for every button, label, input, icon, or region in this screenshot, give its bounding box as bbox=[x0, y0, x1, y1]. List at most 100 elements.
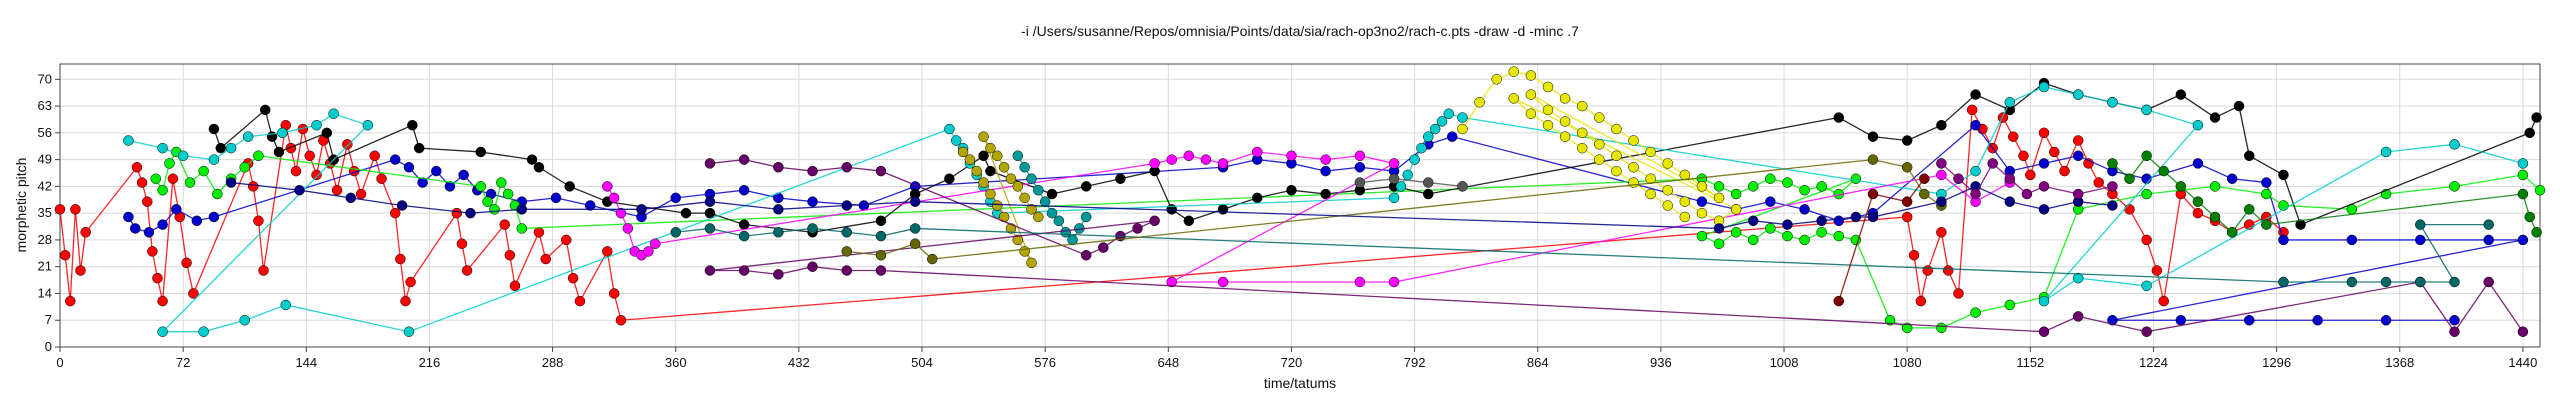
data-point bbox=[1542, 119, 1554, 131]
data-point bbox=[1446, 131, 1458, 142]
data-point bbox=[1730, 204, 1742, 215]
data-point bbox=[1782, 219, 1793, 230]
data-point bbox=[971, 165, 982, 177]
data-point bbox=[2107, 200, 2118, 211]
x-tick-label: 720 bbox=[1281, 355, 1303, 370]
data-point bbox=[2517, 169, 2529, 181]
data-point bbox=[70, 204, 81, 215]
data-point bbox=[400, 295, 411, 307]
series-line-segment bbox=[607, 201, 687, 214]
data-point bbox=[1867, 131, 1879, 142]
data-point bbox=[2243, 314, 2255, 326]
series-line-segment bbox=[1257, 151, 1292, 157]
data-point bbox=[1508, 93, 1520, 104]
data-point bbox=[1645, 188, 1656, 200]
data-point bbox=[2141, 280, 2152, 292]
data-point bbox=[1936, 196, 1947, 207]
data-point bbox=[2141, 188, 2152, 200]
data-point bbox=[1816, 227, 1827, 238]
series-line-segment bbox=[128, 139, 163, 149]
data-point bbox=[1901, 135, 1913, 146]
data-point bbox=[258, 265, 269, 276]
data-point bbox=[248, 181, 259, 192]
data-point bbox=[1423, 131, 1434, 142]
data-point bbox=[389, 207, 401, 219]
data-point bbox=[1679, 211, 1691, 223]
data-point bbox=[1436, 116, 1448, 127]
data-point bbox=[171, 204, 182, 215]
data-point bbox=[2449, 276, 2460, 288]
series-line-segment bbox=[1452, 136, 1703, 203]
series-line-segment bbox=[1513, 97, 1737, 210]
series-line-segment bbox=[258, 155, 481, 188]
data-point bbox=[1782, 177, 1793, 188]
data-point bbox=[198, 326, 209, 337]
series-line-segment bbox=[778, 204, 847, 210]
series-line-segment bbox=[2009, 162, 2045, 172]
series-line-segment bbox=[59, 209, 66, 256]
data-point bbox=[2483, 234, 2494, 246]
data-point bbox=[2449, 314, 2460, 326]
x-tick-label: 1224 bbox=[2139, 355, 2168, 370]
data-point bbox=[1457, 112, 1468, 123]
data-point bbox=[1799, 204, 1810, 215]
series-group bbox=[54, 66, 2546, 337]
series-line-segment bbox=[2238, 105, 2250, 156]
data-point bbox=[2531, 112, 2542, 123]
data-point bbox=[636, 204, 647, 215]
data-point bbox=[2278, 169, 2289, 181]
data-point bbox=[1679, 196, 1691, 207]
data-point bbox=[342, 139, 353, 150]
data-point bbox=[680, 207, 692, 219]
series-line-segment bbox=[982, 136, 1033, 264]
data-point bbox=[456, 238, 468, 249]
data-point bbox=[1012, 234, 1024, 246]
data-point bbox=[2261, 177, 2272, 188]
y-tick-label: 70 bbox=[38, 71, 52, 86]
data-point bbox=[2141, 326, 2152, 337]
data-point bbox=[2483, 276, 2494, 288]
data-point bbox=[1423, 188, 1434, 200]
data-point bbox=[259, 104, 271, 116]
series-5 bbox=[602, 146, 2016, 288]
data-point bbox=[141, 196, 153, 207]
series-line-segment bbox=[846, 250, 882, 256]
data-point bbox=[1936, 227, 1947, 238]
series-line-segment bbox=[394, 213, 402, 260]
x-tick-label: 1080 bbox=[1893, 355, 1922, 370]
data-point bbox=[188, 288, 199, 299]
series-line-segment bbox=[778, 227, 813, 233]
series-line-segment bbox=[1927, 232, 1942, 271]
data-point bbox=[1423, 177, 1434, 188]
data-point bbox=[841, 200, 853, 211]
series-line-segment bbox=[85, 166, 138, 233]
data-point bbox=[1747, 181, 1759, 192]
data-point bbox=[1922, 265, 1933, 276]
data-point bbox=[225, 177, 237, 188]
data-point bbox=[540, 253, 551, 265]
data-point bbox=[1354, 276, 1366, 288]
series-line-segment bbox=[2419, 281, 2456, 333]
data-point bbox=[208, 123, 220, 135]
x-tick-label: 648 bbox=[1157, 355, 1179, 370]
data-point bbox=[502, 188, 514, 200]
data-point bbox=[2124, 173, 2135, 184]
data-point bbox=[2049, 146, 2060, 158]
data-point bbox=[2192, 119, 2204, 131]
data-point bbox=[1166, 276, 1177, 288]
series-line-segment bbox=[744, 269, 779, 275]
data-point bbox=[311, 169, 322, 181]
data-point bbox=[1217, 204, 1229, 215]
data-point bbox=[649, 238, 661, 249]
data-point bbox=[2018, 150, 2029, 162]
data-point bbox=[807, 261, 818, 272]
data-point bbox=[2072, 188, 2084, 200]
data-point bbox=[2380, 276, 2392, 288]
data-point bbox=[1713, 192, 1725, 204]
x-tick-label: 288 bbox=[542, 355, 564, 370]
series-line-segment bbox=[1906, 166, 1925, 195]
series-line-segment bbox=[880, 227, 916, 237]
series-line-segment bbox=[2063, 140, 2079, 172]
data-point bbox=[957, 146, 969, 158]
data-point bbox=[2346, 276, 2358, 288]
